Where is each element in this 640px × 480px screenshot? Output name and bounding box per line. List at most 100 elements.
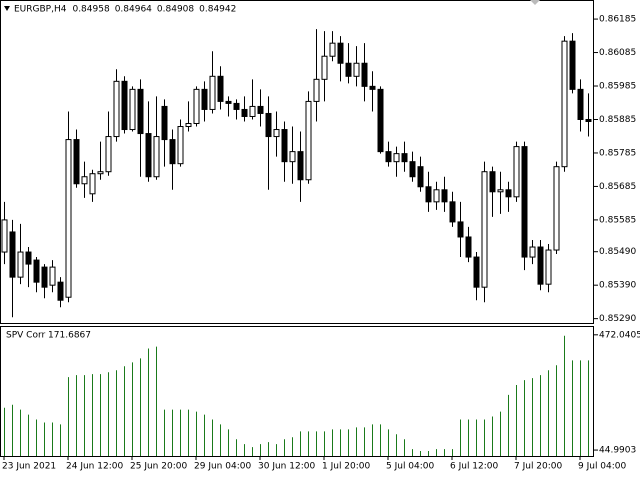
header-value: 0.84942 [199,5,236,15]
candle-body [409,161,416,178]
candle-body [505,189,512,198]
candle-body [521,146,528,258]
candle-body [161,105,168,141]
candle-body [305,100,312,181]
candle-body [489,171,496,193]
indicator-panel [0,326,594,457]
y-tick-label: 0.85785 [599,148,636,158]
menu-arrow[interactable] [4,6,10,11]
candle-body [193,88,200,125]
candle-body [177,126,184,165]
candle-body [97,171,104,175]
x-tick-label: 23 Jun 2021 [2,462,56,472]
candle-body [57,281,64,301]
candle-body [209,75,216,110]
x-tick-label: 1 Jul 20:00 [322,462,371,472]
candle-body [89,173,96,195]
candle-body [393,153,400,163]
candle-body [65,139,72,298]
candle-body [137,88,144,135]
candle-body [529,246,536,258]
candle-body [265,112,272,138]
candle-body [433,189,440,203]
price-panel [0,0,594,324]
candle-body [585,118,592,122]
candle-body [561,40,568,168]
candle-body [25,251,32,265]
candle-body [169,139,176,165]
candle-body [281,129,288,163]
candle-body [321,55,328,80]
candle-body [185,123,192,128]
candle-body [401,153,408,163]
candle-body [441,189,448,203]
candle-body [481,171,488,288]
candle-body [105,136,112,173]
y-tick-label: 0.86085 [599,48,636,58]
candle-body [513,146,520,198]
candle-body [225,100,232,104]
y-tick-label: 0.86185 [599,15,636,25]
y-tick-label: 0.85585 [599,215,636,225]
candle-body [537,246,544,285]
candle-body [545,249,552,285]
candle-body [337,42,344,64]
candle-body [313,78,320,102]
candle-body [233,102,240,110]
y-tick-label: 0.85885 [599,115,636,125]
candle-body [497,189,504,193]
candle-body [129,88,136,131]
candle-body [417,166,424,188]
candle-body [217,75,224,102]
candle-body [297,151,304,181]
candle-body [329,42,336,57]
candle-body [145,133,152,178]
candle-body [361,62,368,87]
y-tick-label: 0.85685 [599,182,636,192]
candle-body [473,256,480,288]
shift-marker [530,0,540,5]
candle-body [569,40,576,90]
y-tick-label: 44.9903 [599,446,636,456]
candle-body [113,80,120,138]
symbol-title: EURGBP,H4 [14,5,67,15]
y-tick-label: 0.85985 [599,82,636,92]
x-tick-label: 30 Jun 12:00 [258,462,315,472]
x-tick-label: 29 Jun 04:00 [194,462,251,472]
candle-body [49,266,56,286]
y-tick-label: 0.85290 [599,314,636,324]
candle-body [553,166,560,251]
candle-body [465,236,472,258]
candle-body [449,201,456,223]
candle-body [201,88,208,110]
candle-body [9,231,16,278]
y-tick-label: 0.85490 [599,247,636,257]
header-value: 0.84908 [157,5,194,15]
x-tick-label: 24 Jun 12:00 [66,462,123,472]
candle-body [121,80,128,131]
candle-body [457,221,464,238]
candle-body [249,105,256,117]
header-value: 0.84964 [115,5,152,15]
x-tick-label: 25 Jun 20:00 [130,462,187,472]
candle-body [377,88,384,153]
candle-body [577,88,584,120]
y-tick-label: 0.85390 [599,281,636,291]
candle-body [73,139,80,185]
y-tick-label: 472.0405 [599,330,640,340]
candle-body [81,176,88,185]
candle-body [257,105,264,114]
candle-body [369,85,376,90]
candle-body [425,186,432,203]
candle-body [353,62,360,77]
candle-body [1,219,8,253]
x-tick-label: 6 Jul 12:00 [450,462,499,472]
candle-body [153,136,160,178]
candle-body [345,62,352,77]
candle-body [241,108,248,117]
x-tick-label: 9 Jul 04:00 [578,462,627,472]
candle-body [17,251,24,278]
candle-body [41,266,48,288]
x-tick-label: 7 Jul 20:00 [514,462,563,472]
